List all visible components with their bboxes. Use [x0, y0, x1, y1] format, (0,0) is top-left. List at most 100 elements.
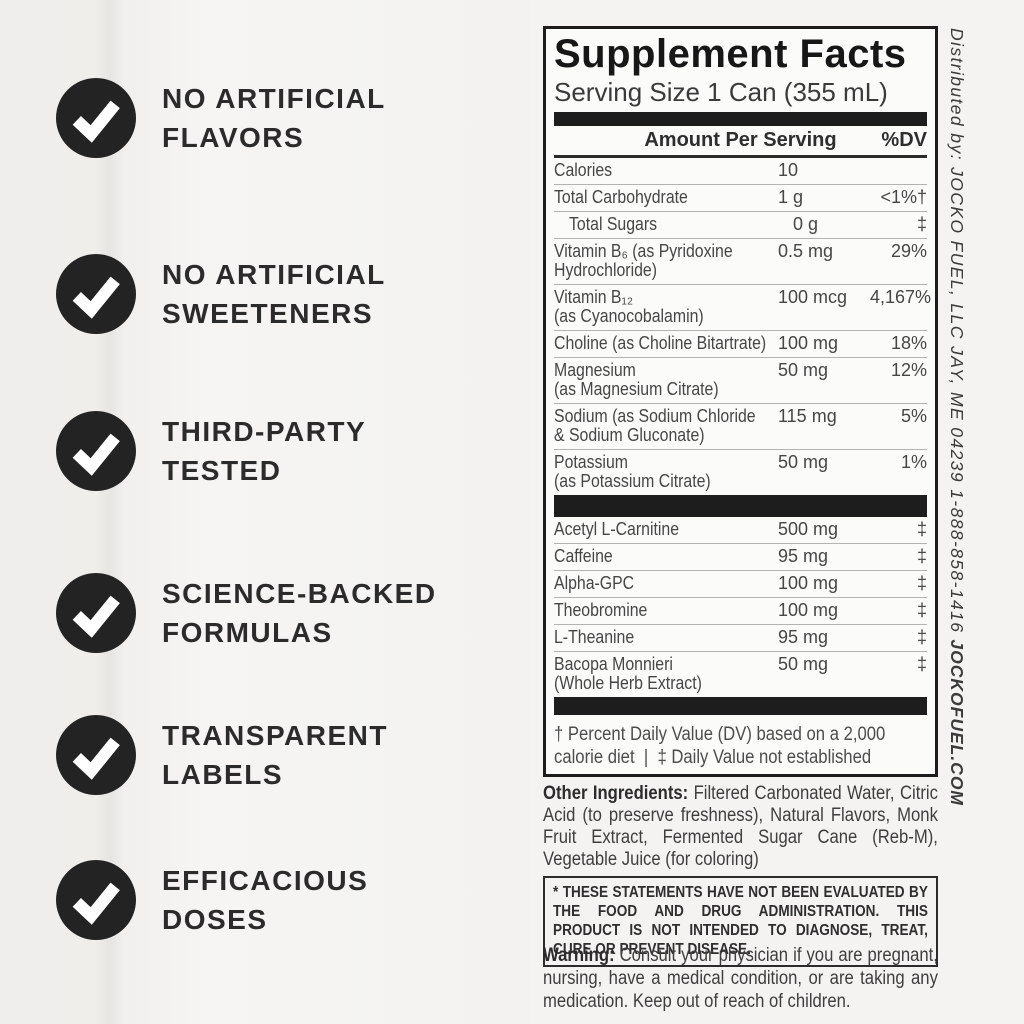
table-row: Bacopa Monnieri (Whole Herb Extract) 50 m… — [554, 651, 927, 697]
nutrient-name: Sodium (as Sodium Chloride & Sodium Gluco… — [554, 406, 756, 445]
checkmark-icon — [56, 254, 136, 334]
nutrient-dv: ‡ — [916, 600, 927, 620]
nutrient-dv: ‡ — [916, 214, 927, 234]
table-row: Magnesium (as Magnesium Citrate) 50 mg 12… — [554, 357, 927, 403]
nutrient-amount: 1 g — [778, 187, 804, 207]
nutrient-dv: <1%† — [880, 187, 927, 207]
nutrient-amount: 10 — [778, 160, 799, 180]
nutrient-amount: 95 mg — [778, 627, 829, 647]
feature-checklist: NO ARTIFICIAL FLAVORS NO ARTIFICIAL SWEETE… — [56, 74, 437, 944]
table-row: Vitamin B₁₂ (as Cyanocobalamin) 100 mcg 4… — [554, 284, 931, 330]
table-row: Acetyl L-Carnitine 500 mg ‡ — [554, 517, 927, 543]
distributor-address: Distributed by: JOCKO FUEL, LLC JAY, ME … — [947, 28, 967, 634]
table-row: Choline (as Choline Bitartrate) 100 mg 1… — [554, 330, 927, 357]
divider-bar — [554, 112, 927, 126]
divider-bar — [554, 495, 927, 517]
nutrient-dv: 12% — [890, 360, 927, 380]
nutrient-dv: ‡ — [916, 654, 927, 674]
nutrient-amount: 100 mg — [778, 573, 839, 593]
feature-item: SCIENCE-BACKED FORMULAS — [56, 569, 437, 657]
nutrient-amount: 50 mg — [778, 452, 829, 472]
nutrient-name: Magnesium (as Magnesium Citrate) — [554, 360, 719, 399]
checkmark-icon — [56, 860, 136, 940]
nutrient-name: Calories — [554, 160, 613, 180]
table-row: Sodium (as Sodium Chloride & Sodium Gluco… — [554, 403, 927, 449]
serving-size: Serving Size 1 Can (355 mL) — [554, 77, 888, 107]
footnote-not-established: ‡ Daily Value not established — [657, 747, 872, 768]
feature-label: NO ARTIFICIAL SWEETENERS — [162, 259, 386, 329]
warning-text: Consult your physician if you are pregna… — [543, 945, 938, 1012]
nutrient-rows: Calories 10 Total Carbohydrate 1 g <1%† … — [554, 158, 931, 495]
table-row: Alpha-GPC 100 mg ‡ — [554, 570, 927, 597]
nutrient-name: Vitamin B₁₂ (as Cyanocobalamin) — [554, 287, 704, 326]
nutrient-name: Vitamin B₆ (as Pyridoxine Hydrochloride) — [554, 241, 733, 280]
table-row: Calories 10 — [554, 158, 927, 184]
nutrient-name: Caffeine — [554, 546, 613, 566]
nutrient-dv: 4,167% — [870, 287, 932, 307]
nutrient-amount: 500 mg — [778, 519, 839, 539]
nutrient-amount: 115 mg — [778, 406, 837, 426]
column-amount-label: Amount Per Serving — [644, 129, 837, 151]
nutrient-amount: 100 mcg — [778, 287, 848, 307]
nutrient-dv: 1% — [900, 452, 927, 472]
feature-label: EFFICACIOUS DOSES — [162, 865, 369, 935]
table-row: L-Theanine 95 mg ‡ — [554, 624, 927, 651]
website-text: JOCKOFUEL.COM — [947, 639, 967, 807]
table-row: Total Carbohydrate 1 g <1%† — [554, 184, 927, 211]
nutrient-name: Bacopa Monnieri (Whole Herb Extract) — [554, 654, 702, 693]
nutrient-name: Alpha-GPC — [554, 573, 635, 593]
table-row: Total Sugars 0 g ‡ — [554, 211, 927, 238]
nutrient-name: Total Carbohydrate — [554, 187, 688, 207]
feature-item: TRANSPARENT LABELS — [56, 711, 388, 799]
divider-bar — [554, 697, 927, 715]
feature-item: THIRD-PARTY TESTED — [56, 407, 366, 495]
distributed-by-text: Distributed by: JOCKO FUEL, LLC JAY, ME … — [946, 28, 967, 806]
nutrient-dv: ‡ — [916, 519, 927, 539]
nutrient-dv: ‡ — [916, 627, 927, 647]
table-row: Caffeine 95 mg ‡ — [554, 543, 927, 570]
fda-disclaimer-box: * THESE STATEMENTS HAVE NOT BEEN EVALUAT… — [543, 876, 938, 967]
feature-label: NO ARTIFICIAL FLAVORS — [162, 83, 386, 153]
feature-item: NO ARTIFICIAL FLAVORS — [56, 74, 386, 162]
nutrient-amount: 100 mg — [778, 333, 839, 353]
nutrient-name: Theobromine — [554, 600, 648, 620]
nutrient-amount: 0.5 mg — [778, 241, 834, 261]
nutrient-amount: 95 mg — [778, 546, 829, 566]
nutrient-dv: ‡ — [916, 546, 927, 566]
table-row: Theobromine 100 mg ‡ — [554, 597, 927, 624]
checkmark-icon — [56, 715, 136, 795]
nutrient-name: Choline (as Choline Bitartrate) — [554, 333, 767, 353]
feature-item: EFFICACIOUS DOSES — [56, 856, 368, 944]
other-ingredients-text: Filtered Carbonated Water, Citric Acid (… — [543, 783, 938, 870]
other-ingredients: Other Ingredients: Filtered Carbonated W… — [543, 783, 938, 871]
table-row: Potassium (as Potassium Citrate) 50 mg 1% — [554, 449, 927, 495]
nutrient-amount: 50 mg — [778, 360, 829, 380]
feature-label: THIRD-PARTY TESTED — [162, 416, 367, 486]
daily-value-footnote: † Percent Daily Value (DV) based on a 2,… — [554, 715, 927, 769]
nutrient-dv: 5% — [900, 406, 927, 426]
nutrient-name: L-Theanine — [554, 627, 635, 647]
nutrient-dv: 18% — [890, 333, 927, 353]
nutrient-amount: 50 mg — [778, 654, 829, 674]
panel-title: Supplement Facts — [554, 32, 907, 76]
fda-disclaimer-text: * THESE STATEMENTS HAVE NOT BEEN EVALUAT… — [553, 884, 928, 958]
footnote-dv: † Percent Daily Value (DV) based on a 2,… — [554, 724, 886, 768]
nutrient-amount: 100 mg — [778, 600, 839, 620]
supplement-facts-panel: Supplement Facts Serving Size 1 Can (355… — [543, 26, 938, 777]
warning-label: Warning: — [543, 945, 615, 966]
checkmark-icon — [56, 573, 136, 653]
column-header-row: Amount Per Serving %DV — [554, 126, 927, 158]
nutrient-dv: 29% — [890, 241, 927, 261]
nutrient-name: Potassium (as Potassium Citrate) — [554, 452, 711, 491]
feature-label: SCIENCE-BACKED FORMULAS — [162, 578, 437, 648]
other-ingredients-label: Other Ingredients: — [543, 783, 689, 804]
nutrient-name: Total Sugars — [569, 214, 658, 234]
checkmark-icon — [56, 78, 136, 158]
nutrient-name: Acetyl L-Carnitine — [554, 519, 680, 539]
table-row: Vitamin B₆ (as Pyridoxine Hydrochloride) … — [554, 238, 927, 284]
footnote-separator: | — [643, 747, 649, 768]
column-dv-label: %DV — [881, 129, 927, 151]
feature-label: TRANSPARENT LABELS — [162, 720, 388, 790]
nutrient-amount: 0 g — [793, 214, 819, 234]
checkmark-icon — [56, 411, 136, 491]
